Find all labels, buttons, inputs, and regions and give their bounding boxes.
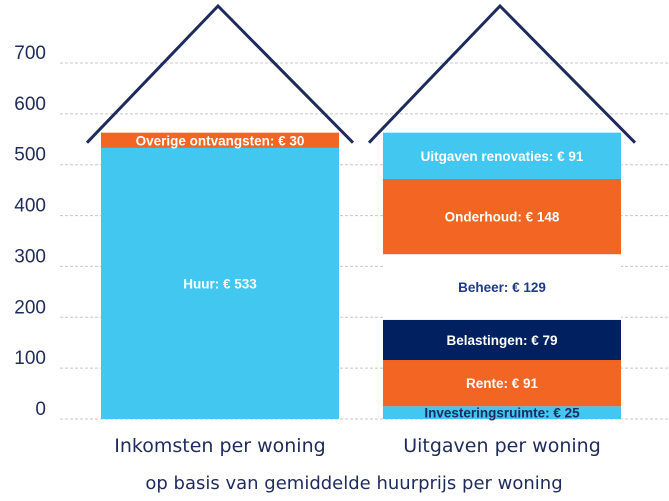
bars xyxy=(101,132,621,419)
segment-label: Onderhoud: € 148 xyxy=(445,210,560,225)
y-tick-label: 100 xyxy=(14,348,46,369)
segment-label: Huur: € 533 xyxy=(183,276,257,291)
bar-segment xyxy=(383,254,621,320)
house-roofs xyxy=(85,3,637,144)
bar-segment xyxy=(383,319,621,361)
house-roof xyxy=(85,3,355,144)
y-tick-label: 400 xyxy=(14,196,46,217)
segment-label: Beheer: € 129 xyxy=(458,280,546,295)
bar-segment xyxy=(383,132,621,179)
category-label: Uitgaven per woning xyxy=(403,435,601,457)
y-tick-label: 200 xyxy=(14,297,46,318)
category-label: Inkomsten per woning xyxy=(114,435,325,457)
segment-label: Belastingen: € 79 xyxy=(446,333,557,348)
segment-label: Overige ontvangsten: € 30 xyxy=(136,133,305,148)
bar-segment xyxy=(101,132,339,148)
y-axis-ticks: 0 100 200 300 400 500 600 700 xyxy=(14,43,46,420)
y-tick-label: 500 xyxy=(14,145,46,166)
bar-segment xyxy=(383,178,621,255)
y-tick-label: 300 xyxy=(14,246,46,267)
segment-labels: Huur: € 533 Overige ontvangsten: € 30 Inve… xyxy=(136,133,584,420)
bar-segment xyxy=(383,360,621,407)
segment-label: Uitgaven renovaties: € 91 xyxy=(421,149,584,164)
y-tick-label: 0 xyxy=(35,399,46,420)
bar-segment xyxy=(383,406,621,419)
bar-segment xyxy=(101,147,339,419)
segment-label: Rente: € 91 xyxy=(466,376,539,391)
house-roof xyxy=(367,3,637,144)
segment-label: Investeringsruimte: € 25 xyxy=(424,406,580,421)
category-labels: Inkomsten per woning Uitgaven per woning xyxy=(114,435,600,457)
chart-caption: op basis van gemiddelde huurprijs per wo… xyxy=(145,473,562,494)
y-tick-label: 700 xyxy=(14,43,46,64)
y-tick-label: 600 xyxy=(14,94,46,115)
